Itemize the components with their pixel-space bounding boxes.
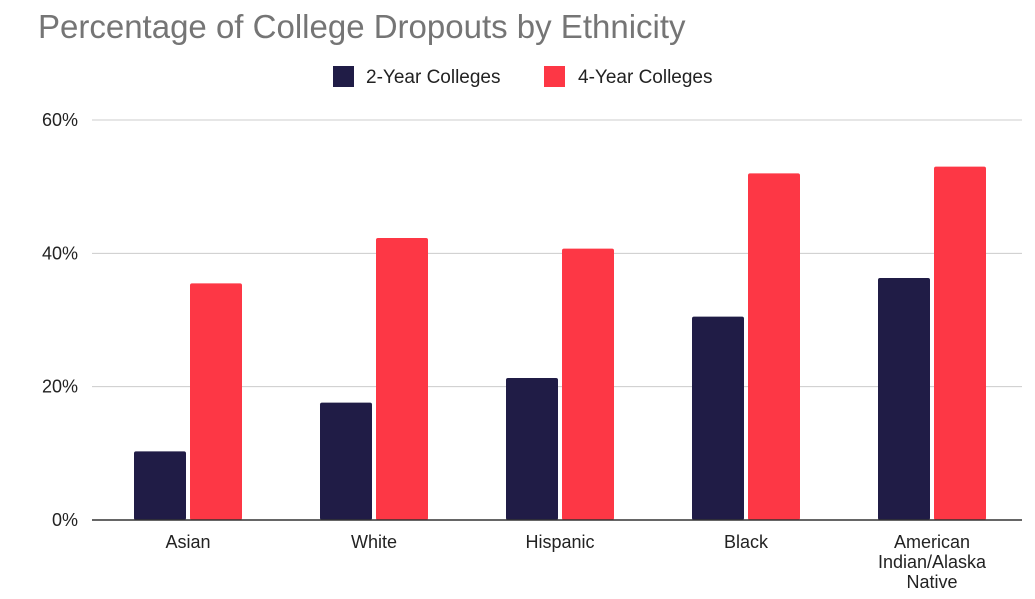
x-axis-labels: Asian White Hispanic Black American Indian/Al…	[165, 532, 987, 592]
y-tick-label: 0%	[52, 510, 78, 530]
bar-2-year-black	[692, 316, 744, 520]
bar-4-year-american-indian-alaska-native	[934, 166, 986, 520]
legend-label-4-year: 4-Year Colleges	[578, 67, 713, 88]
x-tick-label: Black	[724, 532, 769, 552]
bar-4-year-asian	[190, 283, 242, 520]
x-tick-label: Hispanic	[525, 532, 594, 552]
x-tick-label: American Indian/Alaska Native	[878, 532, 987, 592]
y-axis-ticks: 0% 20% 40% 60%	[42, 110, 78, 530]
y-tick-label: 40%	[42, 243, 78, 263]
x-tick-label: Asian	[165, 532, 210, 552]
bar-2-year-asian	[134, 451, 186, 520]
y-tick-label: 20%	[42, 377, 78, 397]
legend-swatch-4-year	[544, 66, 565, 87]
y-tick-label: 60%	[42, 110, 78, 130]
bar-4-year-black	[748, 173, 800, 521]
legend: 2-Year Colleges 4-Year Colleges	[333, 66, 713, 88]
bar-2-year-white	[320, 402, 372, 520]
bar-2-year-american-indian-alaska-native	[878, 278, 930, 520]
bar-2-year-hispanic	[506, 378, 558, 520]
chart-title: Percentage of College Dropouts by Ethnic…	[38, 8, 686, 45]
legend-swatch-2-year	[333, 66, 354, 87]
x-tick-label: White	[351, 532, 397, 552]
legend-label-2-year: 2-Year Colleges	[366, 67, 501, 88]
bar-4-year-white	[376, 238, 428, 520]
bar-4-year-hispanic	[562, 248, 614, 520]
bars	[134, 166, 986, 521]
